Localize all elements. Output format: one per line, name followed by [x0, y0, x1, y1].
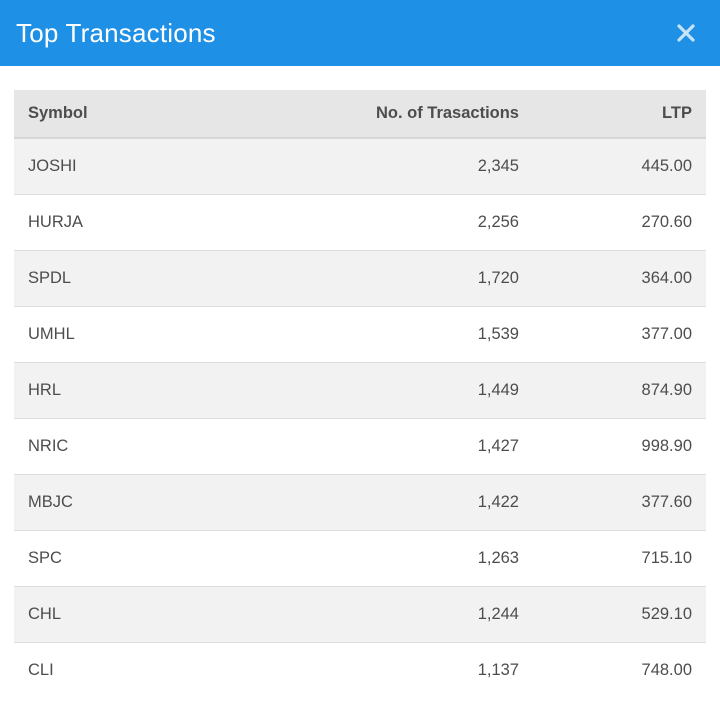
cell-transactions: 1,137: [291, 643, 533, 699]
cell-symbol: UMHL: [14, 307, 291, 363]
cell-transactions: 2,345: [291, 138, 533, 195]
cell-symbol: MBJC: [14, 475, 291, 531]
table-header-row: Symbol No. of Trasactions LTP: [14, 90, 706, 138]
col-ltp[interactable]: LTP: [533, 90, 706, 138]
cell-symbol: CLI: [14, 643, 291, 699]
transactions-table: Symbol No. of Trasactions LTP JOSHI2,345…: [14, 90, 706, 698]
col-symbol[interactable]: Symbol: [14, 90, 291, 138]
cell-symbol: HURJA: [14, 195, 291, 251]
cell-ltp: 748.00: [533, 643, 706, 699]
modal-body: Symbol No. of Trasactions LTP JOSHI2,345…: [0, 66, 720, 698]
cell-symbol: SPDL: [14, 251, 291, 307]
cell-ltp: 874.90: [533, 363, 706, 419]
cell-transactions: 1,422: [291, 475, 533, 531]
table-row[interactable]: CLI1,137748.00: [14, 643, 706, 699]
table-row[interactable]: HRL1,449874.90: [14, 363, 706, 419]
cell-symbol: HRL: [14, 363, 291, 419]
cell-ltp: 377.00: [533, 307, 706, 363]
cell-symbol: SPC: [14, 531, 291, 587]
cell-ltp: 998.90: [533, 419, 706, 475]
cell-ltp: 529.10: [533, 587, 706, 643]
table-row[interactable]: NRIC1,427998.90: [14, 419, 706, 475]
cell-transactions: 2,256: [291, 195, 533, 251]
cell-ltp: 715.10: [533, 531, 706, 587]
cell-ltp: 445.00: [533, 138, 706, 195]
modal-header: Top Transactions: [0, 0, 720, 66]
table-row[interactable]: HURJA2,256270.60: [14, 195, 706, 251]
cell-ltp: 364.00: [533, 251, 706, 307]
table-row[interactable]: JOSHI2,345445.00: [14, 138, 706, 195]
close-button[interactable]: [672, 19, 700, 47]
cell-transactions: 1,720: [291, 251, 533, 307]
close-icon: [676, 23, 696, 43]
cell-symbol: CHL: [14, 587, 291, 643]
cell-ltp: 377.60: [533, 475, 706, 531]
table-row[interactable]: CHL1,244529.10: [14, 587, 706, 643]
cell-transactions: 1,427: [291, 419, 533, 475]
modal-title: Top Transactions: [16, 18, 216, 49]
cell-ltp: 270.60: [533, 195, 706, 251]
cell-symbol: NRIC: [14, 419, 291, 475]
col-transactions[interactable]: No. of Trasactions: [291, 90, 533, 138]
cell-symbol: JOSHI: [14, 138, 291, 195]
cell-transactions: 1,244: [291, 587, 533, 643]
cell-transactions: 1,449: [291, 363, 533, 419]
cell-transactions: 1,539: [291, 307, 533, 363]
table-row[interactable]: MBJC1,422377.60: [14, 475, 706, 531]
table-row[interactable]: UMHL1,539377.00: [14, 307, 706, 363]
cell-transactions: 1,263: [291, 531, 533, 587]
table-row[interactable]: SPC1,263715.10: [14, 531, 706, 587]
table-row[interactable]: SPDL1,720364.00: [14, 251, 706, 307]
